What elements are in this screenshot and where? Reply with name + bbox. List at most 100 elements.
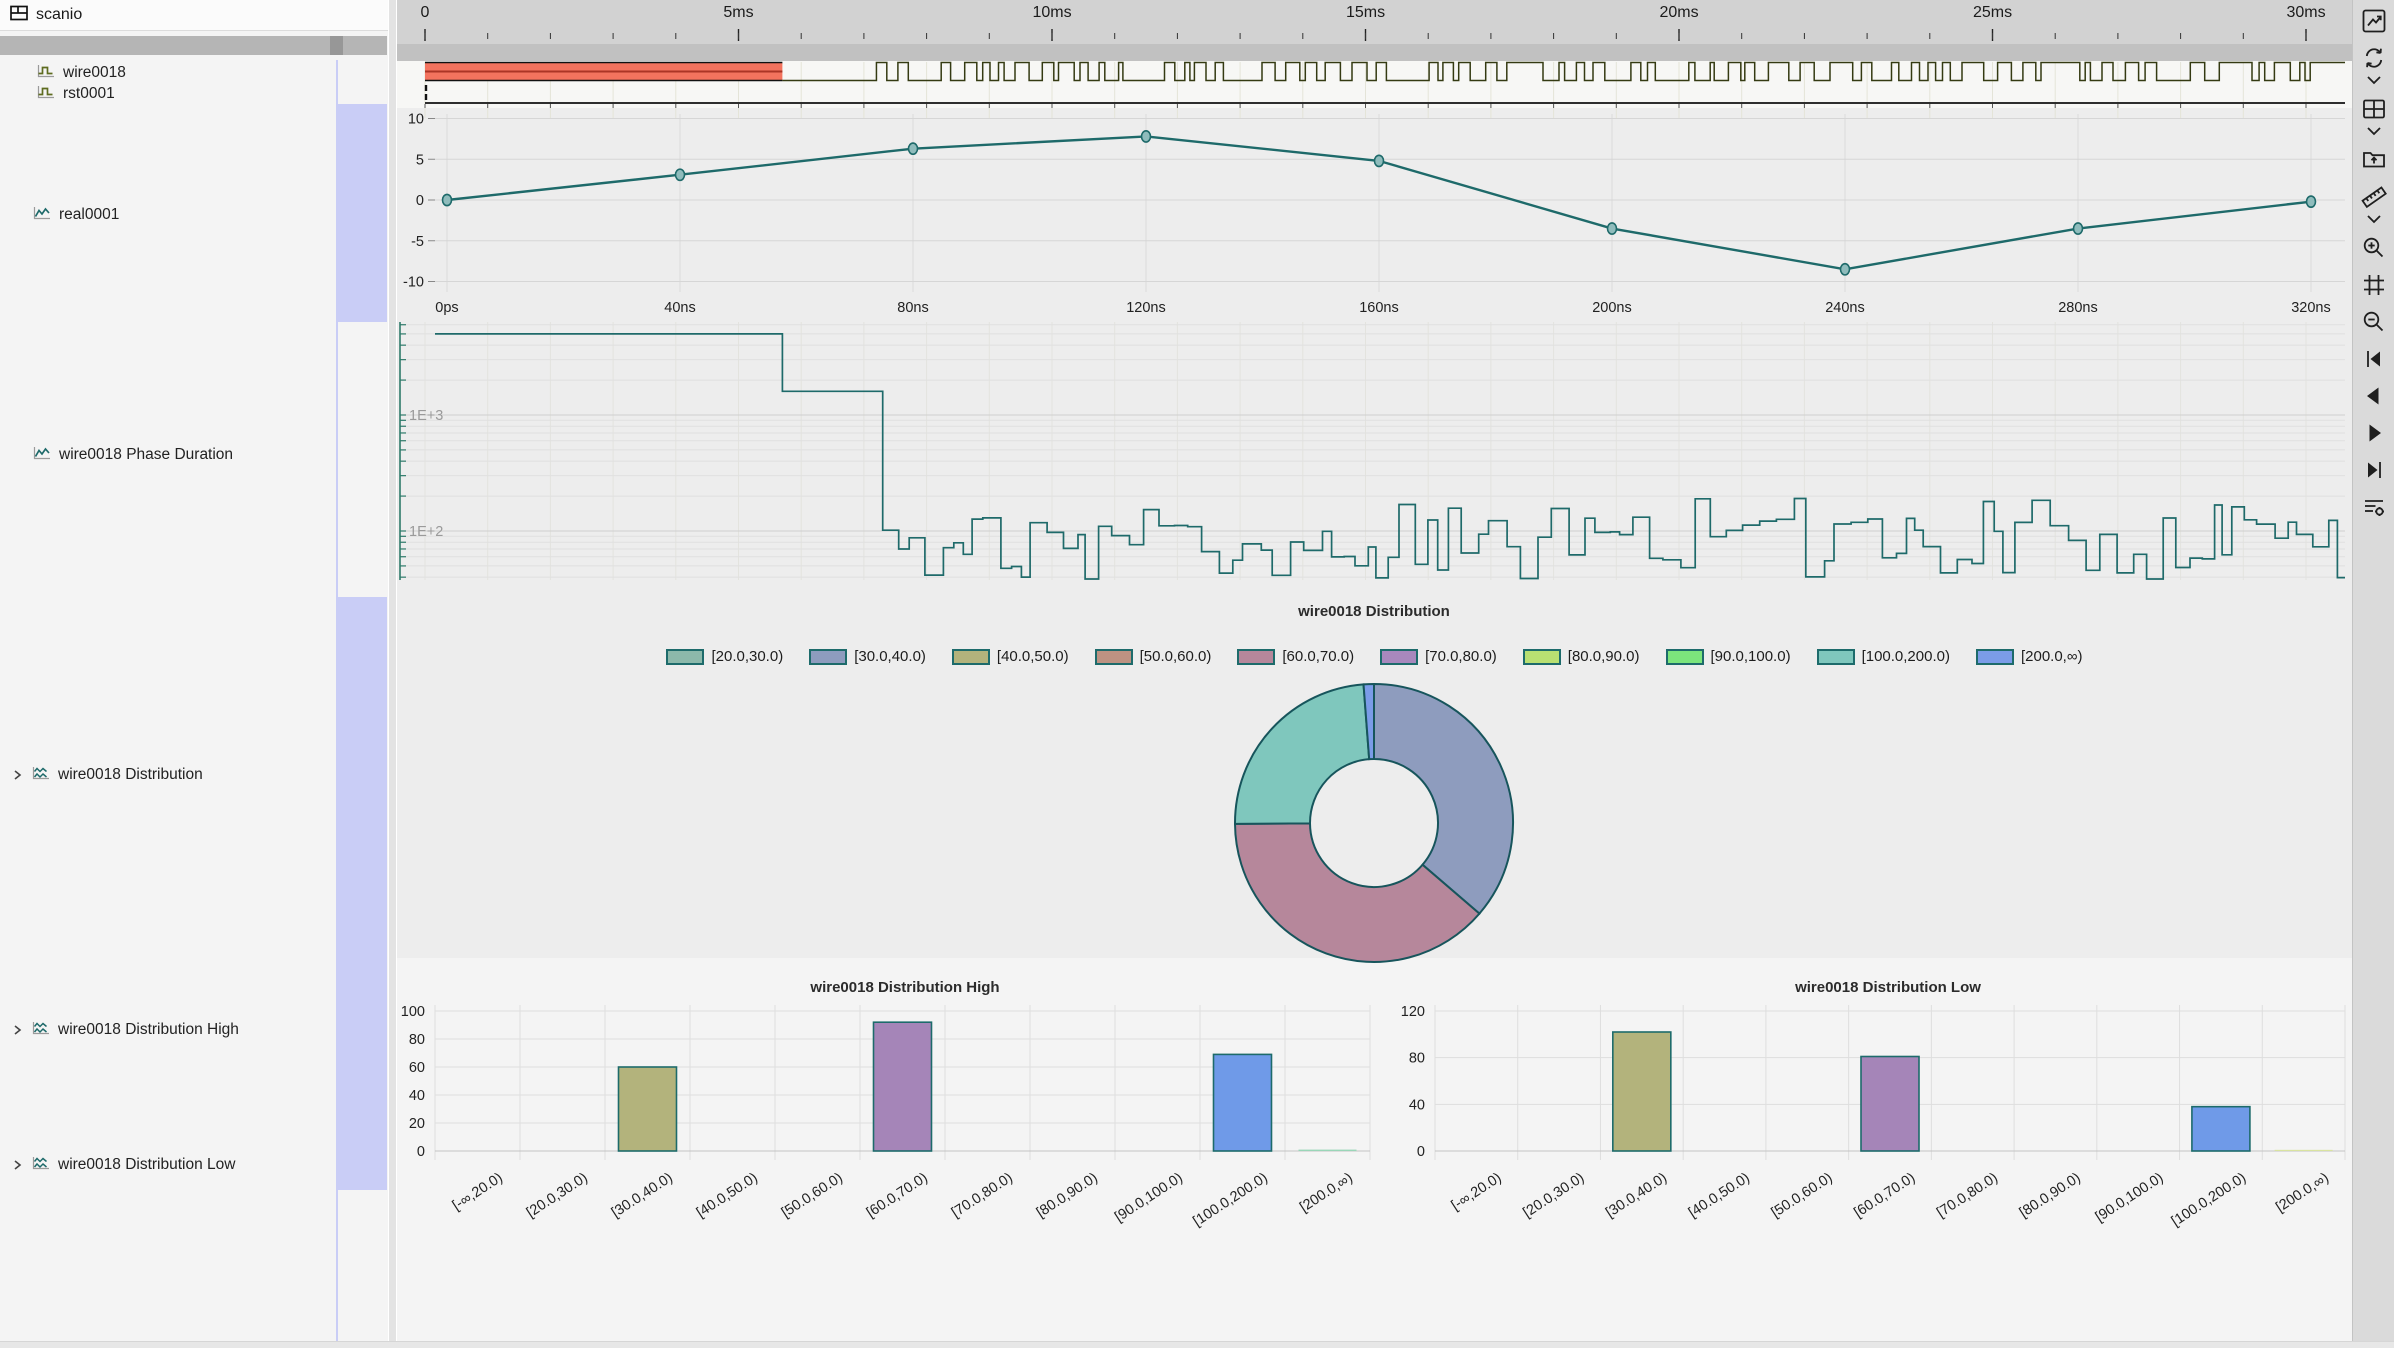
jump-end-button[interactable] — [2360, 456, 2388, 484]
data-point — [1373, 154, 1385, 168]
wave-track-rst0001[interactable] — [424, 85, 2345, 108]
legend-swatch — [1816, 648, 1855, 665]
legend-item[interactable]: [50.0,60.0) — [1094, 648, 1211, 665]
sidebar-item-wire0018-phase-duration[interactable]: wire0018 Phase Duration — [0, 445, 336, 465]
list-options-icon — [2364, 500, 2384, 516]
log-tick-label: 1E+3 — [409, 408, 443, 424]
legend-item[interactable]: [30.0,40.0) — [809, 648, 926, 665]
y-tick-label: 60 — [409, 1060, 425, 1076]
chevron-down-icon[interactable] — [2365, 213, 2383, 225]
sidebar-item-wire0018-distribution-low[interactable]: wire0018 Distribution Low — [0, 1155, 336, 1175]
x-tick-label: 320ns — [2291, 300, 2331, 316]
legend-item[interactable]: [40.0,50.0) — [951, 648, 1069, 665]
signal-list: wire0018 rst0001 real0001 wire0018 Phase Du… — [0, 55, 388, 1341]
chevron-down-icon[interactable] — [2365, 125, 2383, 137]
app-title: scanio — [36, 6, 83, 23]
data-point — [1606, 222, 1618, 235]
sidebar-item-wire0018-distribution[interactable]: wire0018 Distribution — [0, 765, 336, 785]
multi-line-chart-icon — [31, 1155, 51, 1176]
zoom-out-button[interactable] — [2360, 308, 2388, 336]
zoom-in-button[interactable] — [2360, 234, 2388, 262]
ruler-label: 25ms — [1973, 4, 2012, 21]
legend-item[interactable]: [100.0,200.0) — [1816, 648, 1950, 665]
legend-item[interactable]: [70.0,80.0) — [1380, 648, 1497, 665]
ruler-label: 5ms — [723, 4, 753, 21]
legend-label: [100.0,200.0) — [1861, 648, 1950, 665]
legend-item[interactable]: [20.0,30.0) — [666, 648, 783, 665]
legend-label: [20.0,30.0) — [711, 648, 784, 665]
list-options-button[interactable] — [2360, 493, 2388, 521]
signal-label: wire0018 — [63, 64, 126, 81]
legend-item[interactable]: [200.0,∞) — [1975, 648, 2083, 665]
pulse-icon — [36, 63, 56, 84]
ruler-label: 20ms — [1659, 4, 1698, 21]
waveform-chart-button[interactable] — [2360, 7, 2388, 35]
sidebar-item-rst0001[interactable]: rst0001 — [0, 84, 336, 104]
zoom-fit-button[interactable] — [2360, 271, 2388, 299]
legend-swatch — [951, 648, 990, 665]
y-tick-label: 80 — [1409, 1051, 1425, 1067]
bar[interactable] — [1212, 1053, 1273, 1152]
bar[interactable] — [617, 1066, 678, 1152]
signal-label: wire0018 Distribution High — [58, 1021, 239, 1038]
x-tick-label: 80ns — [897, 300, 928, 316]
measure-ruler-button[interactable] — [2360, 183, 2388, 211]
real0001-chart: 0ps 40ns 80ns 120ns 160ns 200ns 240ns 280ns 320n… — [403, 112, 2345, 316]
legend-item[interactable]: [60.0,70.0) — [1237, 648, 1354, 665]
bar[interactable] — [2274, 1149, 2333, 1151]
sidebar-divider[interactable] — [388, 0, 397, 1341]
x-tick-label: 120ns — [1126, 300, 1166, 316]
data-point — [907, 142, 919, 156]
layout-grid-icon — [2362, 99, 2385, 119]
y-tick-label: 40 — [1409, 1097, 1425, 1113]
legend-swatch — [1094, 648, 1133, 665]
sidebar-scrollbar-thumb[interactable] — [330, 36, 343, 55]
donut-slice — [1233, 822, 1481, 963]
expand-chevron-icon[interactable] — [12, 1024, 24, 1036]
legend-swatch — [1237, 648, 1276, 665]
sidebar-item-wire0018-distribution-high[interactable]: wire0018 Distribution High — [0, 1020, 336, 1040]
export-folder-button[interactable] — [2360, 146, 2388, 174]
x-tick-label: 0ps — [435, 300, 458, 316]
ruler-label: 0 — [421, 4, 430, 21]
expand-chevron-icon[interactable] — [12, 1159, 24, 1171]
bar[interactable] — [1612, 1031, 1672, 1152]
step-back-button[interactable] — [2360, 382, 2388, 410]
bar[interactable] — [1860, 1055, 1920, 1152]
multi-line-chart-icon — [31, 1020, 51, 1041]
signal-label: rst0001 — [63, 85, 115, 102]
refresh-button[interactable] — [2360, 44, 2388, 72]
sidebar-item-real0001[interactable]: real0001 — [0, 205, 336, 225]
ruler-label: 15ms — [1346, 4, 1385, 21]
x-tick-label: 160ns — [1359, 300, 1399, 316]
right-toolbar — [2352, 0, 2394, 1348]
distribution-donut[interactable] — [1233, 682, 1514, 963]
bottom-status-strip — [0, 1341, 2394, 1348]
step-forward-button[interactable] — [2360, 419, 2388, 447]
sidebar-scrollbar[interactable] — [0, 36, 387, 55]
x-tick-label: 240ns — [1825, 300, 1865, 316]
bar[interactable] — [2191, 1105, 2251, 1152]
legend-item[interactable]: [90.0,100.0) — [1665, 648, 1791, 665]
measure-ruler-icon — [2360, 186, 2387, 209]
zoom-in-icon — [2363, 237, 2383, 258]
signal-sidebar: scanio wire0018 rst0001 real0001 wire0018 P… — [0, 0, 388, 1341]
data-point — [674, 168, 686, 182]
sidebar-item-wire0018[interactable]: wire0018 — [0, 63, 336, 83]
wave-track-wire0018[interactable] — [424, 61, 2345, 118]
legend-label: [200.0,∞) — [2020, 648, 2083, 665]
layout-grid-button[interactable] — [2360, 95, 2388, 123]
x-tick-label: 280ns — [2058, 300, 2098, 316]
distribution-title: wire0018 Distribution — [1298, 603, 1450, 620]
y-tick-label: 5 — [416, 152, 424, 168]
bar[interactable] — [1298, 1149, 1357, 1151]
chevron-down-icon[interactable] — [2365, 74, 2383, 86]
bar[interactable] — [872, 1021, 933, 1152]
legend-item[interactable]: [80.0,90.0) — [1522, 648, 1640, 665]
expand-chevron-icon[interactable] — [12, 769, 24, 781]
y-tick-label: 120 — [1401, 1004, 1425, 1020]
step-forward-icon — [2369, 424, 2381, 442]
timeline-ruler[interactable]: 0 5ms 10ms 15ms 20ms 25ms 30ms — [421, 4, 2326, 41]
jump-start-button[interactable] — [2360, 345, 2388, 373]
